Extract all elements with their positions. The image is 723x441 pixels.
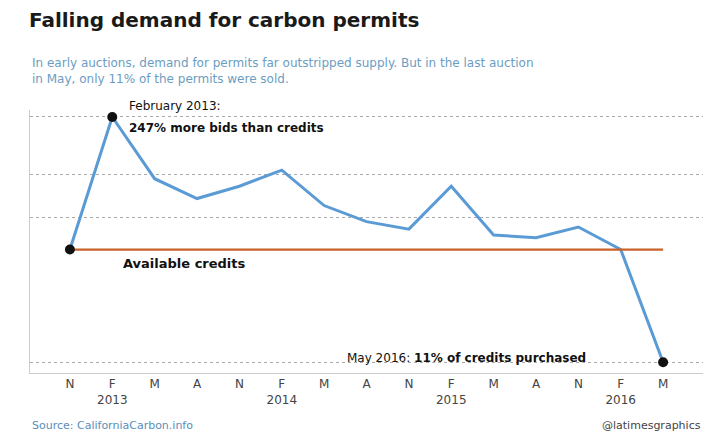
svg-text:M: M bbox=[658, 377, 668, 391]
svg-text:Available credits: Available credits bbox=[123, 256, 246, 271]
svg-text:@latimesgraphics: @latimesgraphics bbox=[602, 419, 701, 432]
svg-text:February 2013:: February 2013: bbox=[129, 99, 221, 113]
svg-text:F2015: F2015 bbox=[436, 377, 467, 407]
svg-text:N: N bbox=[574, 377, 583, 391]
svg-text:A: A bbox=[532, 377, 541, 391]
svg-text:F2013: F2013 bbox=[97, 377, 128, 407]
svg-text:Source: CaliforniaCarbon.info: Source: CaliforniaCarbon.info bbox=[32, 419, 193, 432]
svg-text:A: A bbox=[193, 377, 202, 391]
svg-text:In early auctions, demand for: In early auctions, demand for permits fa… bbox=[32, 56, 534, 86]
svg-text:Falling demand for carbon perm: Falling demand for carbon permits bbox=[29, 8, 419, 32]
svg-text:N: N bbox=[65, 377, 74, 391]
svg-text:N: N bbox=[235, 377, 244, 391]
svg-text:M: M bbox=[319, 377, 329, 391]
svg-text:247% more bids than credits: 247% more bids than credits bbox=[129, 121, 324, 135]
svg-text:F2014: F2014 bbox=[266, 377, 297, 407]
svg-text:M: M bbox=[488, 377, 498, 391]
svg-text:A: A bbox=[362, 377, 371, 391]
svg-text:N: N bbox=[404, 377, 413, 391]
svg-text:M: M bbox=[149, 377, 159, 391]
svg-text:F2016: F2016 bbox=[605, 377, 636, 407]
svg-text:May 2016: 11% of credits purch: May 2016: 11% of credits purchased bbox=[347, 351, 586, 365]
